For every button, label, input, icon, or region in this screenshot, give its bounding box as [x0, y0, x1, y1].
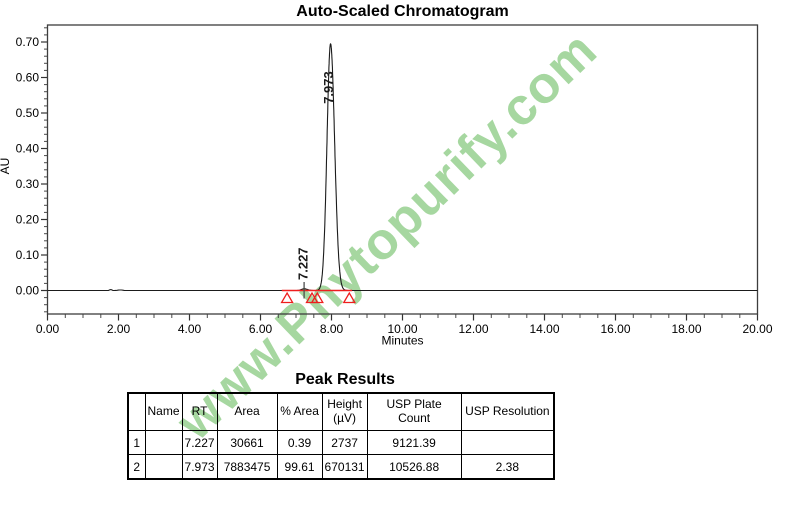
x-tick-label: 16.00 [600, 322, 630, 336]
peak-results-table: Name RT Area% Area Height (µV) USP Plate Cou… [127, 392, 556, 480]
table-cell: 10526.88 [366, 454, 462, 480]
table-cell: 7.227 [181, 430, 218, 455]
x-tick-label: 0.00 [36, 322, 60, 336]
table-cell: 7.973 [181, 454, 218, 480]
x-tick-label: 10.00 [387, 322, 417, 336]
integration-triangle [342, 291, 356, 304]
table-header-row: Name RT Area% Area Height (µV) USP Plate Cou… [127, 392, 555, 431]
y-tick-label: 0.30 [16, 177, 40, 191]
x-tick-label: 20.00 [742, 322, 772, 336]
table-cell: 2.38 [460, 454, 555, 480]
x-tick-label: 4.00 [178, 322, 202, 336]
y-tick-label: 0.50 [16, 106, 40, 120]
header-cell: Height (µV) [321, 392, 368, 431]
integration-markers [280, 289, 356, 304]
axes: 0.00 0.10 0.20 0.30 0.40 0.50 0.60 0.70 0.00 2.00… [0, 24, 773, 348]
table-row: 1 7.227 30661 0.39 2737 9121.39 [127, 430, 555, 455]
table-cell: 0.39 [276, 430, 323, 455]
table-cell: 2737 [321, 430, 368, 455]
table-cell: 99.61 [276, 454, 323, 480]
header-cell: RT [181, 392, 218, 431]
table-cell: 30661 [216, 430, 278, 455]
chromatogram-trace [47, 43, 758, 292]
x-tick-label: 12.00 [458, 322, 488, 336]
table-cell [460, 430, 555, 455]
y-tick-label: 0.60 [16, 71, 40, 85]
table-row: 2 7.973 7883475 99.61 670131 10526.88 2.38 [127, 454, 555, 480]
peak-results-title: Peak Results [295, 371, 395, 388]
header-cell: % Area [276, 392, 323, 431]
x-tick-label: 2.00 [107, 322, 131, 336]
table-cell: 9121.39 [366, 430, 462, 455]
chart-title: Auto-Scaled Chromatogram [296, 3, 509, 20]
header-cell: Name [144, 392, 183, 431]
y-tick-label: 0.40 [16, 142, 40, 156]
y-tick-label: 0.00 [16, 284, 40, 298]
chromatogram-plot: 0.00 0.10 0.20 0.30 0.40 0.50 0.60 0.70 0.00 2.00… [0, 24, 773, 348]
x-tick-label: 18.00 [671, 322, 701, 336]
integration-triangle [310, 291, 324, 304]
peak-rt-label: 7.227 [296, 247, 311, 280]
x-axis-title: Minutes [381, 334, 423, 348]
y-tick-label: 0.20 [16, 213, 40, 227]
header-cell: Area [216, 392, 278, 431]
table-cell [144, 430, 183, 455]
table-cell [144, 454, 183, 480]
x-tick-label: 14.00 [529, 322, 559, 336]
x-tick-label: 6.00 [249, 322, 273, 336]
integration-triangle [280, 291, 294, 304]
table-cell: 670131 [321, 454, 368, 480]
header-cell [127, 392, 146, 431]
header-cell: USP Resolution [460, 392, 555, 431]
y-tick-label: 0.70 [16, 35, 40, 49]
y-tick-label: 0.10 [16, 248, 40, 262]
peak-results-section: Peak Results Name RT Area% Area Height (µV)… [127, 371, 556, 480]
table-cell: 2 [127, 454, 146, 480]
x-tick-label: 8.00 [320, 322, 344, 336]
plot-frame [46, 24, 759, 315]
table-cell: 7883475 [216, 454, 278, 480]
table-cell: 1 [127, 430, 146, 455]
header-cell: USP Plate Count [366, 392, 462, 431]
peak-rt-label: 7.973 [321, 71, 336, 104]
y-axis-title: AU [0, 158, 12, 175]
